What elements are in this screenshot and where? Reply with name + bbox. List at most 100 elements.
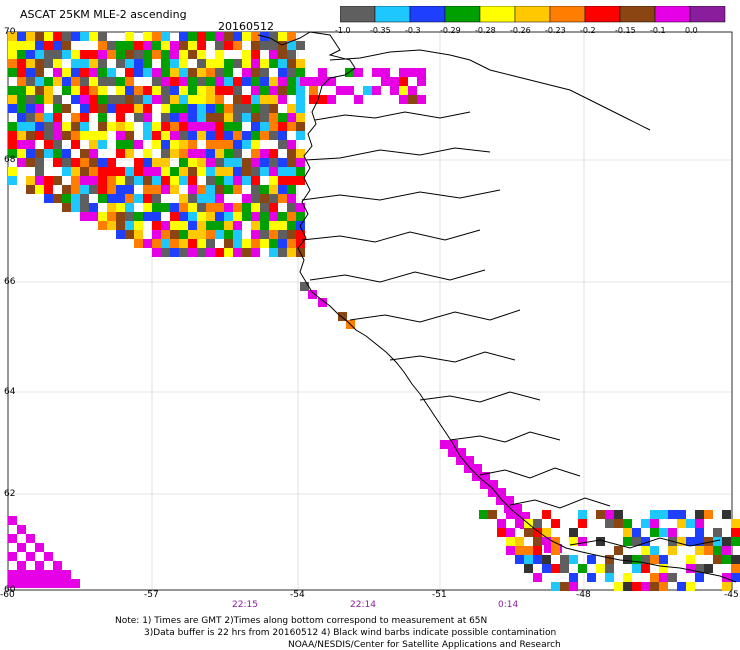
swath-pixel: [125, 149, 134, 158]
swath-pixel: [408, 95, 417, 104]
swath-pixel: [215, 32, 224, 41]
swath-pixel: [125, 131, 134, 140]
swath-pixel: [71, 203, 80, 212]
swath-pixel: [278, 230, 287, 239]
swath-pixel: [278, 212, 287, 221]
swath-pixel: [287, 59, 296, 68]
swath-pixel: [188, 86, 197, 95]
swath-pixel: [35, 68, 44, 77]
swath-pixel: [242, 212, 251, 221]
swath-pixel: [632, 528, 641, 537]
swath-pixel: [215, 194, 224, 203]
swath-pixel: [578, 564, 587, 573]
swath-pixel: [506, 528, 515, 537]
swath-pixel: [296, 59, 305, 68]
swath-pixel: [134, 221, 143, 230]
swath-pixel: [35, 77, 44, 86]
swath-pixel: [278, 32, 287, 41]
swath-pixel: [596, 564, 605, 573]
swath-pixel: [8, 50, 17, 59]
swath-pixel: [17, 86, 26, 95]
note-line-3: NOAA/NESDIS/Center for Satellite Applica…: [288, 640, 561, 650]
swath-pixel: [390, 86, 399, 95]
swath-pixel: [125, 104, 134, 113]
swath-pixel: [260, 203, 269, 212]
swath-pixel: [62, 570, 71, 579]
swath-pixel: [233, 176, 242, 185]
swath-pixel: [98, 41, 107, 50]
swath-pixel: [605, 519, 614, 528]
swath-pixel: [62, 194, 71, 203]
swath-pixel: [224, 158, 233, 167]
swath-pixel: [695, 555, 704, 564]
swath-pixel: [233, 158, 242, 167]
swath-pixel: [399, 86, 408, 95]
swath-pixel: [215, 248, 224, 257]
swath-pixel: [542, 564, 551, 573]
swath-pixel: [53, 579, 62, 588]
colorbar-label: -0.23: [545, 26, 566, 35]
swath-pixel: [125, 41, 134, 50]
swath-pixel: [152, 86, 161, 95]
swath-pixel: [71, 167, 80, 176]
swath-pixel: [480, 480, 489, 489]
swath-pixel: [668, 546, 677, 555]
swath-pixel: [497, 528, 506, 537]
swath-pixel: [44, 122, 53, 131]
swath-pixel: [512, 512, 521, 521]
swath-pixel: [587, 555, 596, 564]
swath-pixel: [260, 194, 269, 203]
swath-pixel: [89, 131, 98, 140]
swath-pixel: [35, 579, 44, 588]
swath-pixel: [62, 158, 71, 167]
swath-pixel: [251, 176, 260, 185]
swath-pixel: [215, 212, 224, 221]
swath-pixel: [287, 185, 296, 194]
swath-pixel: [116, 203, 125, 212]
swath-pixel: [89, 158, 98, 167]
swath-pixel: [8, 41, 17, 50]
swath-pixel: [8, 149, 17, 158]
swath-pixel: [417, 95, 426, 104]
swath-pixel: [695, 519, 704, 528]
swath-pixel: [318, 95, 327, 104]
swath-pixel: [134, 59, 143, 68]
swath-pixel: [197, 203, 206, 212]
swath-pixel: [53, 95, 62, 104]
swath-pixel: [62, 167, 71, 176]
swath-pixel: [569, 573, 578, 582]
swath-pixel: [179, 167, 188, 176]
swath-pixel: [26, 59, 35, 68]
swath-pixel: [35, 185, 44, 194]
swath-pixel: [287, 203, 296, 212]
swath-pixel: [80, 185, 89, 194]
swath-pixel: [677, 519, 686, 528]
swath-pixel: [251, 86, 260, 95]
swath-pixel: [26, 32, 35, 41]
swath-pixel: [251, 194, 260, 203]
swath-pixel: [116, 122, 125, 131]
swath-pixel: [269, 230, 278, 239]
swath-pixel: [161, 50, 170, 59]
swath-pixel: [53, 113, 62, 122]
swath-pixel: [80, 131, 89, 140]
swath-pixel: [116, 230, 125, 239]
swath-pixel: [605, 510, 614, 519]
swath-pixel: [269, 194, 278, 203]
swath-pixel: [524, 564, 533, 573]
swath-pixel: [62, 149, 71, 158]
swath-pixel: [116, 194, 125, 203]
swath-pixel: [551, 582, 560, 591]
swath-pixel: [170, 167, 179, 176]
swath-pixel: [278, 221, 287, 230]
swath-pixel: [417, 77, 426, 86]
fjord-5: [309, 269, 486, 283]
swath-pixel: [233, 167, 242, 176]
swath-pixel: [179, 140, 188, 149]
swath-pixel: [354, 68, 363, 77]
swath-pixel: [215, 176, 224, 185]
swath-pixel: [8, 95, 17, 104]
swath-pixel: [161, 185, 170, 194]
swath-pixel: [215, 104, 224, 113]
swath-pixel: [695, 510, 704, 519]
